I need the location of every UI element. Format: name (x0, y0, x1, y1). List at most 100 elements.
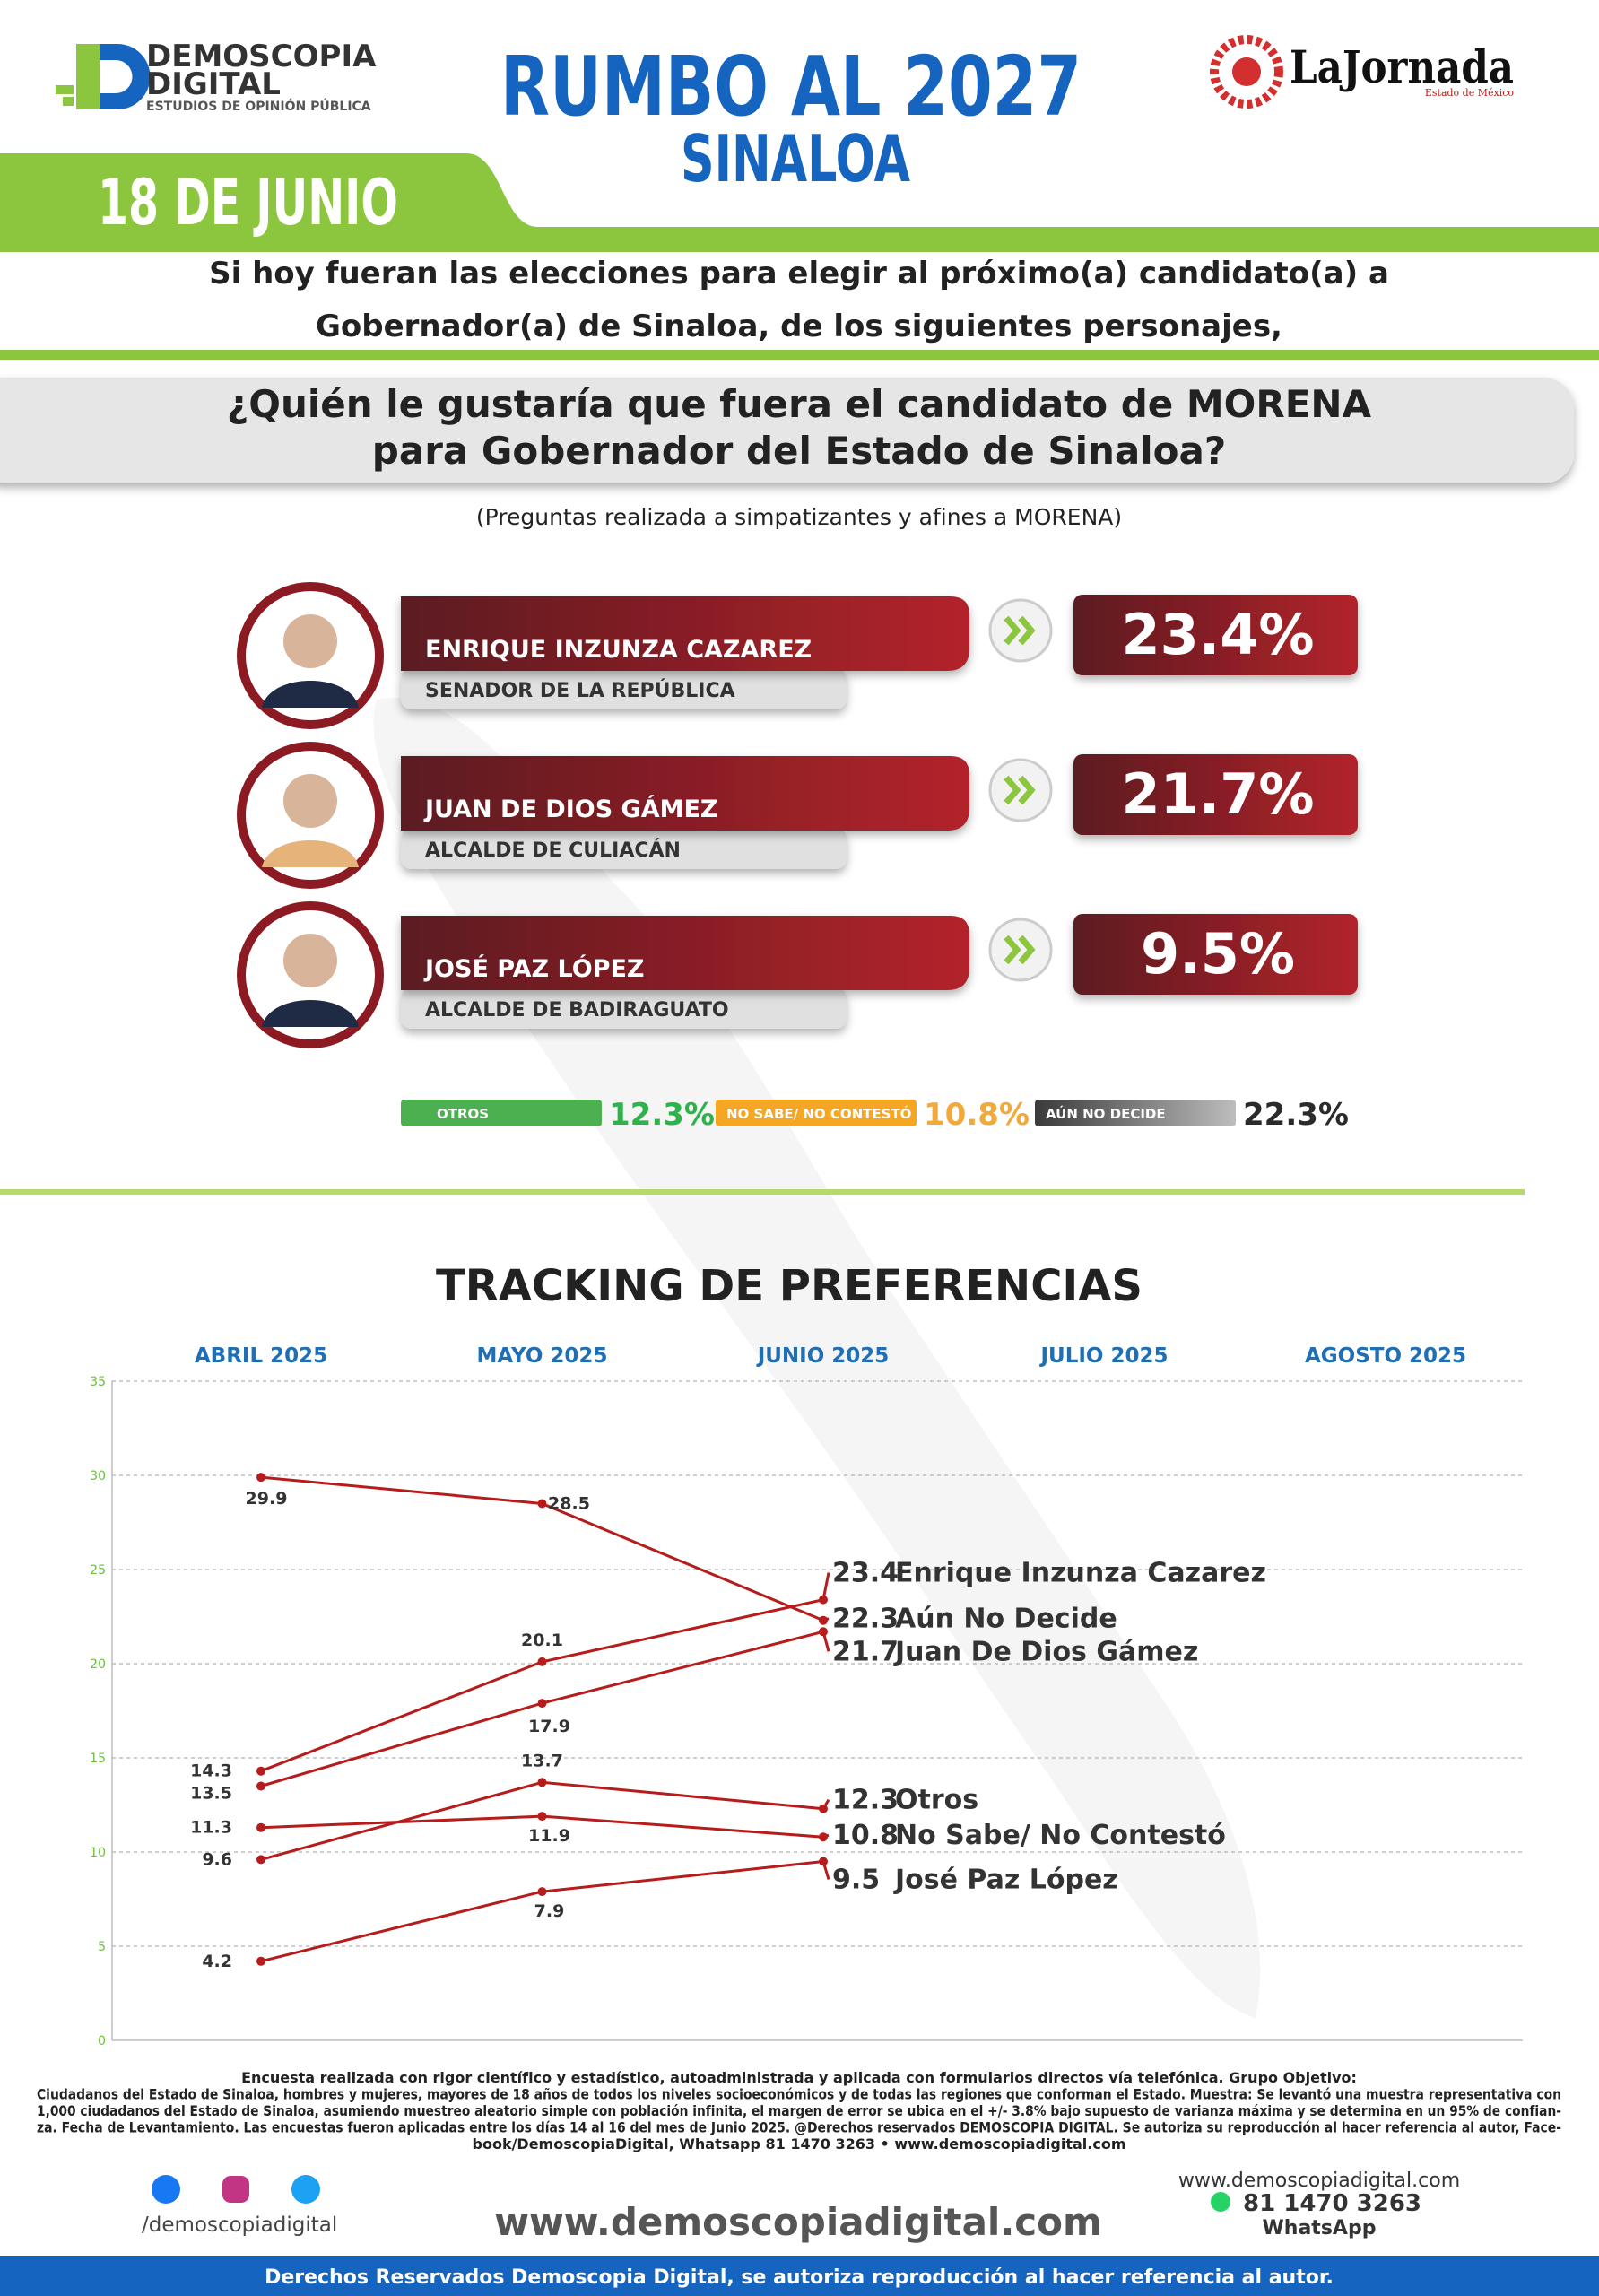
question-box (0, 378, 1574, 483)
label-connector (821, 1861, 830, 1880)
partner-icon (1232, 57, 1261, 86)
arrow-chevrons (1004, 775, 1036, 805)
point-label: 29.9 (246, 1489, 288, 1509)
partner-sub: Estado de México (1425, 87, 1515, 99)
instagram-icon[interactable] (222, 2176, 249, 2203)
y-tick-label: 5 (98, 1940, 106, 1954)
point (537, 1887, 547, 1897)
point-label: 14.3 (190, 1761, 232, 1781)
others-label: AÚN NO DECIDE (1046, 1105, 1166, 1122)
end-name: Juan De Dios Gámez (893, 1636, 1198, 1667)
arrow-chevrons (1004, 615, 1036, 646)
logo-square (63, 97, 74, 106)
x-tick-label: ABRIL 2025 (195, 1344, 327, 1368)
point (256, 1473, 265, 1483)
partner-icon (1210, 35, 1283, 109)
point-label: 11.3 (190, 1818, 232, 1838)
social-icons (152, 2175, 1230, 2212)
candidate-percent: 23.4% (1121, 602, 1314, 667)
point-label: 13.7 (521, 1751, 563, 1770)
series-line (260, 1780, 824, 1861)
logo-name: DEMOSCOPIA (146, 39, 377, 74)
candidate-role: ALCALDE DE CULIACÁN (425, 839, 681, 862)
question-line: para Gobernador del Estado de Sinaloa? (372, 429, 1226, 473)
rights-bar (0, 2256, 1599, 2296)
photo-body (262, 681, 359, 708)
point (537, 1812, 547, 1822)
others-value: 10.8% (924, 1097, 1030, 1133)
name-banner (401, 916, 969, 990)
photo-body (262, 840, 359, 867)
label-connector (821, 1572, 830, 1600)
point (256, 1855, 265, 1865)
point (537, 1699, 547, 1709)
point (537, 1778, 547, 1787)
photo-head (283, 614, 337, 668)
others-value: 12.3% (609, 1097, 715, 1133)
label-connector (822, 1617, 830, 1622)
whatsapp-icon (1211, 2192, 1230, 2212)
point (256, 1781, 265, 1791)
point-label: 4.2 (202, 1952, 232, 1971)
website-small[interactable]: www.demoscopiadigital.com (1178, 2170, 1460, 2192)
website[interactable]: www.demoscopiadigital.com (494, 2200, 1102, 2244)
y-tick-label: 15 (90, 1752, 106, 1766)
intro-line: Si hoy fueran las elecciones para elegir… (209, 256, 1389, 291)
y-tick-label: 25 (90, 1563, 106, 1578)
role-bar (401, 668, 847, 709)
rights: Derechos Reservados Demoscopia Digital, … (265, 2266, 1334, 2289)
end-value: 21.7 (832, 1636, 899, 1667)
label-connector (821, 1798, 830, 1810)
y-tick-label: 10 (90, 1846, 106, 1860)
intro-line: Gobernador(a) de Sinaloa, de los siguien… (316, 309, 1282, 344)
label-connector (821, 1631, 830, 1652)
point (256, 1822, 265, 1832)
point-label: 7.9 (534, 1901, 565, 1921)
date: 18 DE JUNIO (98, 166, 398, 239)
note: (Preguntas realizada a simpatizantes y a… (476, 504, 1122, 530)
end-value: 9.5 (832, 1865, 880, 1896)
candidate-name: JUAN DE DIOS GÁMEZ (423, 795, 718, 823)
methodology-line: za. Fecha de Levantamiento. Las encuesta… (37, 2119, 1561, 2136)
question-line: ¿Quién le gustaría que fuera el candidat… (227, 382, 1372, 426)
point-label: 28.5 (548, 1494, 590, 1514)
others-label: OTROS (437, 1106, 489, 1122)
date-band (0, 153, 1599, 252)
methodology-line: Ciudadanos del Estado de Sinaloa, hombre… (37, 2086, 1561, 2103)
logo-square (56, 85, 74, 94)
end-name: Aún No Decide (895, 1604, 1117, 1635)
point-label: 11.9 (528, 1826, 570, 1846)
label-connector (822, 1833, 830, 1839)
series-line (260, 1598, 824, 1773)
photo-head (283, 774, 337, 828)
candidate-role: SENADOR DE LA REPÚBLICA (425, 679, 735, 702)
percent-box (1073, 754, 1358, 835)
others-bar (716, 1100, 917, 1126)
photo-body (262, 1000, 359, 1027)
candidate-name: JOSÉ PAZ LÓPEZ (423, 954, 644, 983)
logo: DEMOSCOPIA DIGITAL ESTUDIOS DE OPINIÓN P… (56, 39, 377, 114)
end-name: Enrique Inzunza Cazarez (895, 1558, 1266, 1589)
end-value: 23.4 (832, 1558, 899, 1589)
point (537, 1657, 547, 1666)
candidate-percent: 21.7% (1121, 761, 1314, 827)
role-bar (401, 987, 847, 1029)
x-tick-label: JUNIO 2025 (756, 1344, 890, 1368)
twitter-icon[interactable] (291, 2175, 320, 2204)
photo-head (283, 934, 337, 987)
facebook-icon[interactable] (152, 2175, 180, 2204)
partner-name: LaJornada (1290, 40, 1514, 93)
end-name: Otros (895, 1785, 978, 1816)
end-name: José Paz López (893, 1865, 1118, 1896)
name-banner (401, 596, 969, 671)
whatsapp-label: WhatsApp (1263, 2217, 1377, 2239)
social-handle: /demoscopiadigital (142, 2213, 337, 2237)
percent-box (1073, 595, 1358, 675)
point-label: 20.1 (521, 1631, 563, 1650)
others-bar (1035, 1100, 1236, 1126)
x-tick-label: MAYO 2025 (477, 1344, 608, 1368)
logo-bar (76, 44, 100, 109)
chart-title: TRACKING DE PREFERENCIAS (436, 1261, 1143, 1311)
candidate-percent: 9.5% (1141, 921, 1295, 987)
methodology-line: Encuesta realizada con rigor científico … (241, 2069, 1357, 2086)
